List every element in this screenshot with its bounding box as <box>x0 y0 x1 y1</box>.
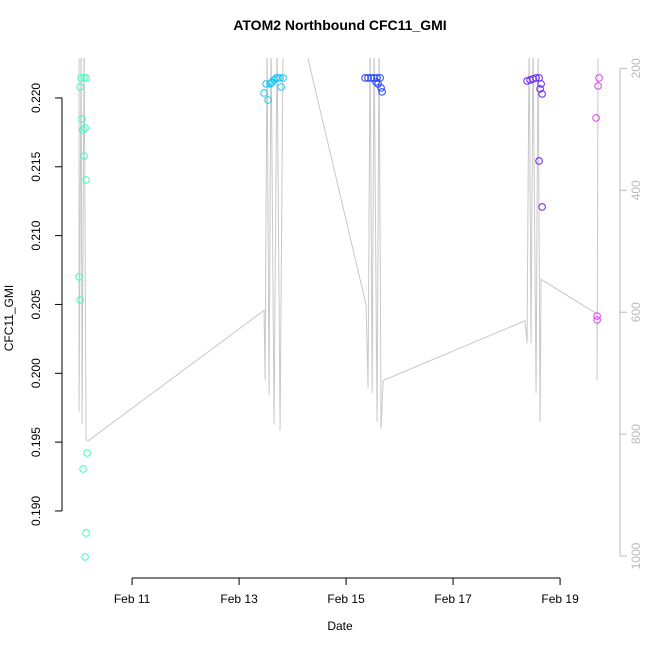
x-tick-label: Feb 11 <box>114 592 151 606</box>
y-tick-label: 0.220 <box>29 83 43 113</box>
data-point <box>593 312 601 320</box>
x-axis-label: Date <box>327 619 353 633</box>
data-point <box>83 449 91 457</box>
y-tick-label: 0.190 <box>29 496 43 526</box>
y-tick-label: 0.215 <box>29 151 43 181</box>
x-tick-label: Feb 13 <box>220 592 258 606</box>
x-tick-label: Feb 17 <box>434 592 472 606</box>
data-point <box>79 465 87 473</box>
data-point <box>79 126 87 134</box>
data-point <box>81 553 89 561</box>
chart-title: ATOM2 Northbound CFC11_GMI <box>233 17 446 33</box>
data-point <box>378 88 386 96</box>
data-point <box>279 74 287 82</box>
y2-tick-label: 800 <box>629 424 643 444</box>
y2-tick-label: 600 <box>629 302 643 322</box>
y2-tick-label: 400 <box>629 180 643 200</box>
data-point <box>367 74 375 82</box>
data-point <box>82 74 90 82</box>
data-point <box>361 74 369 82</box>
data-point <box>595 74 603 82</box>
data-point <box>82 529 90 537</box>
x-tick-label: Feb 19 <box>541 592 579 606</box>
data-point <box>260 89 268 97</box>
plot-area <box>75 58 603 561</box>
data-point <box>264 96 272 104</box>
pressure-line <box>78 58 599 442</box>
data-point <box>82 176 90 184</box>
data-point <box>594 82 602 90</box>
data-point <box>377 84 385 92</box>
data-point <box>276 74 284 82</box>
y-tick-label: 0.210 <box>29 220 43 250</box>
data-point <box>593 316 601 324</box>
data-point <box>77 74 85 82</box>
data-point <box>277 83 285 91</box>
data-point <box>538 203 546 211</box>
y2-tick-label: 1000 <box>629 542 643 569</box>
data-point <box>274 74 282 82</box>
data-point <box>78 115 86 123</box>
data-point <box>538 90 546 98</box>
data-point <box>535 157 543 165</box>
data-point <box>536 85 544 93</box>
data-point <box>268 78 276 86</box>
y-tick-label: 0.205 <box>29 289 43 319</box>
data-point <box>537 80 545 88</box>
data-point <box>80 74 88 82</box>
data-point <box>80 152 88 160</box>
y-axis-label: CFC11_GMI <box>2 285 16 351</box>
data-point <box>266 80 274 88</box>
y-tick-label: 0.195 <box>29 427 43 457</box>
data-point <box>372 78 380 86</box>
y2-tick-label: 200 <box>629 58 643 78</box>
x-tick-label: Feb 15 <box>327 592 365 606</box>
data-point <box>532 74 540 82</box>
data-point <box>373 74 381 82</box>
data-point <box>267 79 275 87</box>
data-point <box>75 273 83 281</box>
data-point <box>76 296 84 304</box>
data-point <box>81 124 89 132</box>
data-point <box>76 83 84 91</box>
data-point <box>370 74 378 82</box>
data-point <box>592 114 600 122</box>
y-tick-label: 0.200 <box>29 358 43 388</box>
data-point <box>364 74 372 82</box>
